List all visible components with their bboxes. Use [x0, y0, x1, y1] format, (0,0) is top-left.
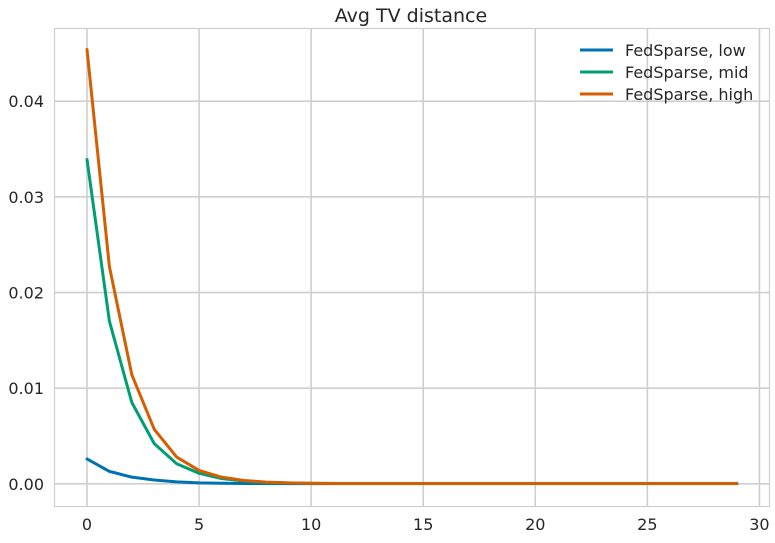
y-tick-label-3: 0.03 [8, 188, 44, 207]
x-tick-label-2: 10 [301, 515, 321, 534]
x-tick-label-6: 30 [749, 515, 769, 534]
x-tick-label-5: 25 [637, 515, 657, 534]
y-tick-label-0: 0.00 [8, 475, 44, 494]
x-tick-label-4: 20 [525, 515, 545, 534]
x-tick-label-0: 0 [82, 515, 92, 534]
x-tick-label-3: 15 [413, 515, 433, 534]
legend: FedSparse, low FedSparse, mid FedSparse, h… [580, 41, 753, 104]
y-tick-label-1: 0.01 [8, 379, 44, 398]
tick-labels: 0 5 10 15 20 25 30 0.00 0.01 0.02 0.03 0.04 [8, 92, 769, 534]
grid [54, 28, 770, 507]
legend-label-1: FedSparse, mid [625, 63, 749, 82]
y-tick-label-2: 0.02 [8, 284, 44, 303]
plot-frame [53, 27, 771, 508]
y-tick-label-4: 0.04 [8, 92, 44, 111]
legend-label-0: FedSparse, low [625, 41, 746, 60]
x-tick-label-1: 5 [194, 515, 204, 534]
series-line-1 [85, 158, 739, 486]
legend-label-2: FedSparse, high [625, 85, 753, 104]
chart-title: Avg TV distance [335, 5, 487, 27]
series-lines [85, 48, 739, 486]
series-line-2 [85, 48, 739, 485]
